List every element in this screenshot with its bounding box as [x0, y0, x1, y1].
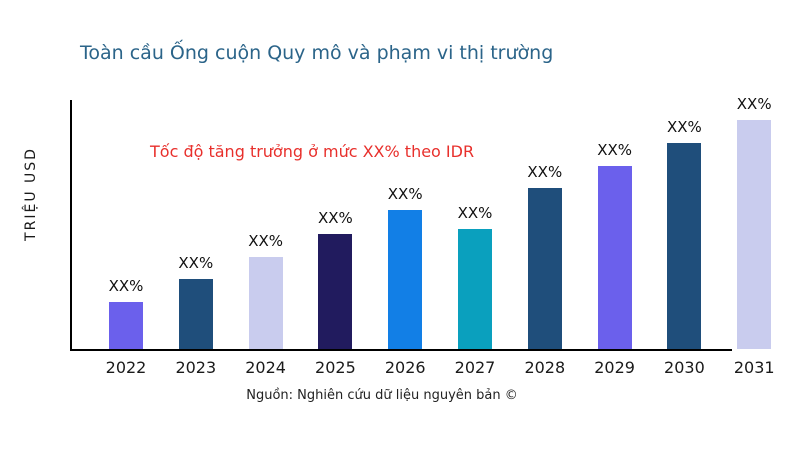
- bar-value-label-2023: XX%: [178, 254, 214, 272]
- y-axis-label: TRIỆU USD: [23, 147, 39, 241]
- bar-value-label-2028: XX%: [527, 163, 563, 181]
- x-tick-label-2029: 2029: [594, 358, 635, 377]
- y-axis-line: [70, 100, 72, 351]
- bar-value-label-2030: XX%: [666, 118, 702, 136]
- bar-2022: [109, 302, 143, 349]
- bar-2030: [667, 143, 702, 349]
- bar-value-label-2024: XX%: [248, 232, 283, 250]
- x-tick-label-2025: 2025: [315, 358, 356, 377]
- source-note: Nguồn: Nghiên cứu dữ liệu nguyên bản ©: [246, 388, 518, 403]
- x-tick-label-2028: 2028: [524, 358, 566, 377]
- bar-value-label-2029: XX%: [597, 141, 632, 159]
- bar-value-label-2022: XX%: [108, 277, 144, 295]
- x-tick-label-2027: 2027: [454, 358, 496, 377]
- bar-value-label-2026: XX%: [387, 185, 423, 203]
- bar-value-label-2031: XX%: [736, 95, 772, 113]
- bar-value-label-2025: XX%: [317, 209, 353, 227]
- bar-2029: [597, 166, 632, 349]
- bar-2023: [178, 279, 213, 349]
- chart-title: Toàn cầu Ống cuộn Quy mô và phạm vi thị …: [80, 42, 554, 64]
- bar-2028: [527, 188, 562, 349]
- growth-rate-annotation: Tốc độ tăng trưởng ở mức XX% theo IDR: [150, 142, 475, 161]
- bar-2024: [248, 257, 283, 349]
- x-tick-label-2023: 2023: [175, 358, 217, 377]
- x-tick-label-2031: 2031: [733, 358, 775, 377]
- bar-2027: [458, 229, 492, 349]
- x-tick-label-2024: 2024: [245, 358, 286, 377]
- x-tick-label-2022: 2022: [105, 358, 147, 377]
- bar-value-label-2027: XX%: [457, 204, 493, 222]
- bar-2025: [318, 234, 353, 349]
- x-tick-label-2030: 2030: [664, 358, 705, 377]
- plot-area: XX% 2022 XX% 2023 XX% 2024 XX% 2025 XX% 2026 XX% 20…: [70, 95, 782, 377]
- bar-2026: [388, 210, 423, 349]
- x-tick-label-2026: 2026: [384, 358, 426, 377]
- bar-2031: [737, 120, 772, 349]
- x-axis-line: [70, 349, 732, 351]
